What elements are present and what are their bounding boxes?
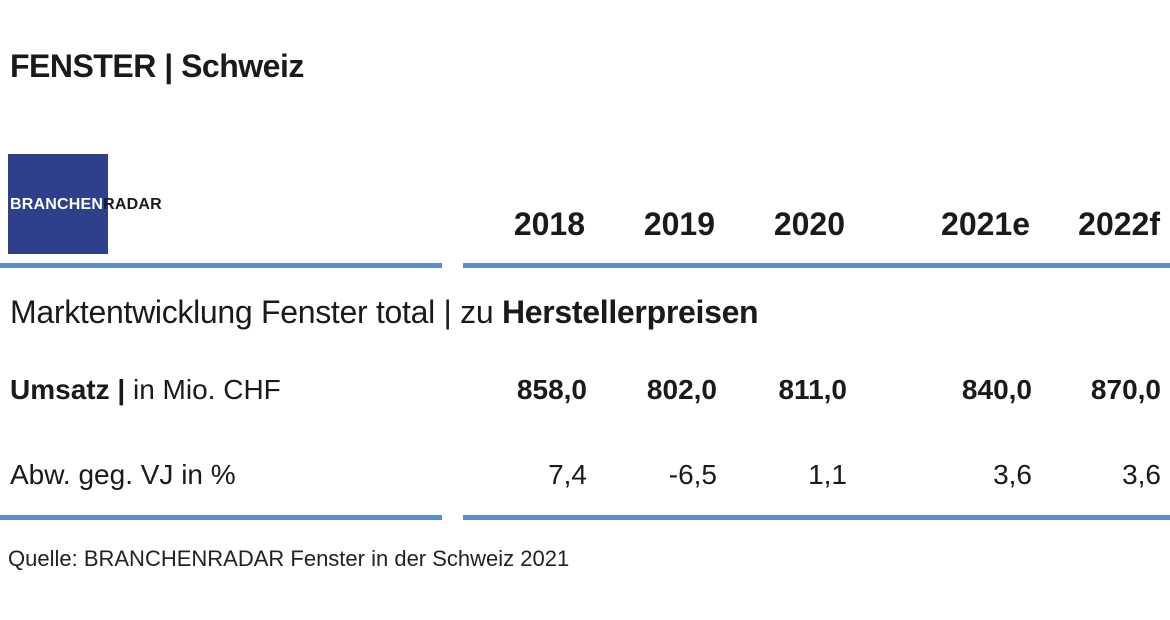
- year-header-2020: 2020: [773, 206, 845, 242]
- header-rule-right: [463, 263, 1170, 268]
- page-title: FENSTER | Schweiz: [10, 48, 304, 84]
- table-cell-abw-2020: 1,1: [808, 459, 847, 490]
- section-heading-prefix: Marktentwicklung Fenster total | zu: [10, 294, 502, 330]
- table-cell-umsatz-2020: 811,0: [778, 374, 847, 405]
- year-header-2022f: 2022f: [1078, 206, 1160, 242]
- table-cell-umsatz-2022f: 870,0: [1090, 374, 1161, 405]
- source-note: Quelle: BRANCHENRADAR Fenster in der Sch…: [8, 546, 570, 571]
- year-header-2019: 2019: [643, 206, 715, 242]
- year-header-2018: 2018: [513, 206, 585, 242]
- row-label-umsatz-bold: Umsatz |: [10, 374, 126, 405]
- header-rule-left: [0, 263, 442, 268]
- row-label-umsatz-unit: in Mio. CHF: [125, 374, 281, 405]
- footer-rule-left: [0, 515, 442, 520]
- table-cell-abw-2022f: 3,6: [1122, 459, 1161, 490]
- table-cell-umsatz-2019: 802,0: [646, 374, 717, 405]
- logo-text-part2: RADAR: [103, 196, 162, 213]
- branchenradar-logo: [8, 154, 108, 254]
- table-cell-abw-2018: 7,4: [548, 459, 587, 490]
- footer-rule-right: [463, 515, 1170, 520]
- table-cell-umsatz-2021e: 840,0: [961, 374, 1032, 405]
- table-cell-abw-2019: -6,5: [668, 459, 717, 490]
- year-header-2021e: 2021e: [941, 206, 1030, 242]
- table-cell-umsatz-2018: 858,0: [516, 374, 587, 405]
- logo-wordmark: BRANCHENRADAR: [10, 196, 162, 214]
- table-cell-abw-2021e: 3,6: [993, 459, 1032, 490]
- row-label-abweichung: Abw. geg. VJ in %: [10, 459, 236, 490]
- section-heading: Marktentwicklung Fenster total | zu Hers…: [10, 294, 759, 331]
- section-heading-emphasis: Herstellerpreisen: [501, 294, 759, 330]
- row-label-umsatz: Umsatz | in Mio. CHF: [10, 374, 281, 406]
- logo-text-part1: BRANCHEN: [10, 196, 104, 213]
